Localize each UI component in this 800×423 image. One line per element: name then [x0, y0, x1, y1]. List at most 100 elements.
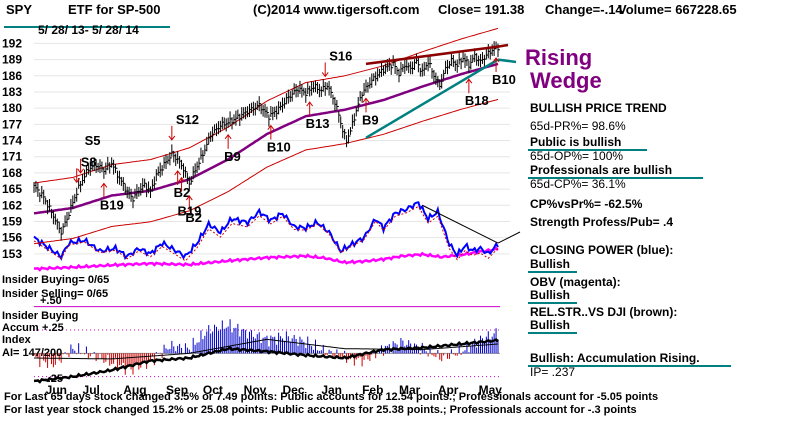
obv-line	[34, 246, 499, 272]
indicator-text: Bullish	[530, 318, 570, 332]
month-label: Oct	[203, 383, 223, 397]
insider-selling-label: Insider Selling= 0/65	[2, 288, 108, 300]
sell-arrow-head	[321, 72, 329, 78]
buy-arrow-head	[306, 101, 314, 107]
month-label: Jul	[83, 383, 100, 397]
y-tick-label: 189	[2, 53, 22, 67]
buy-signal-label: B19	[100, 197, 124, 212]
y-tick-label: 177	[2, 117, 22, 131]
plus25-label: +.25	[42, 322, 64, 334]
month-label: Nov	[244, 383, 267, 397]
y-tick-label: 171	[2, 150, 22, 164]
buy-signal-label: B10	[267, 140, 291, 155]
ma65-path	[33, 62, 499, 215]
buy-signal-label: B2	[185, 210, 202, 225]
buy-signal-label: B13	[306, 116, 330, 131]
month-label: Sep	[166, 383, 188, 397]
footer-line1: For Last 65 days stock changed 3.5% or 7…	[4, 391, 658, 403]
month-label: Jun	[46, 383, 67, 397]
month-label: Jan	[321, 383, 342, 397]
indicator-text: Professionals are bullish	[530, 163, 672, 177]
indicator-text: 65d-OP%= 100%	[530, 149, 623, 163]
y-tick-label: 186	[2, 69, 22, 83]
buy-arrow-head	[465, 78, 473, 84]
y-axis: 192 189 186 183 180 177 174 171 168 165 162 159 156 1…	[2, 36, 22, 260]
accum-label: Accum	[2, 322, 39, 334]
wedge-upper-extension	[497, 43, 509, 48]
grid-layer	[34, 42, 510, 255]
buy-signal-label: B19	[178, 204, 202, 219]
change-label: Change=-.14	[545, 2, 623, 17]
indicator-panel: BULLISH PRICE TREND 65d-PR%= 98.6% Public …	[528, 101, 731, 379]
y-tick-label: 183	[2, 85, 22, 99]
indicator-text: IP= .237	[530, 365, 575, 379]
footer-line2: For last year stock changed 15.2% or 25.…	[4, 404, 637, 416]
y-tick-label: 162	[2, 198, 22, 212]
lower-band-path	[33, 98, 499, 245]
sell-arrow-head	[77, 168, 84, 174]
wedge-lower-extension	[497, 58, 517, 64]
sell-arrow-head	[73, 178, 81, 184]
sell-signal-label: S12	[176, 112, 199, 127]
y-tick-label: 165	[2, 182, 22, 196]
annotation-rising: Rising	[525, 45, 592, 70]
insider-buying-label: Insider Buying= 0/65	[2, 274, 109, 286]
indicator-text: Bullish	[530, 288, 570, 302]
buy-signal-label: B18	[465, 93, 489, 108]
y-tick-label: 192	[2, 36, 22, 50]
wedge-lower-line	[365, 58, 499, 139]
ai-label: AI= 147/200	[2, 347, 62, 359]
plus50-label: +.50	[40, 295, 62, 307]
accumulation-panel	[33, 306, 500, 384]
buy-signal-label: B2	[174, 185, 191, 200]
buy-arrow-head	[174, 170, 182, 176]
symbol-label: SPY	[6, 2, 32, 17]
minus25-label: -.25	[44, 373, 63, 385]
buy-arrow-head	[492, 57, 500, 63]
indicator-text: Strength Profess/Pub= .4	[530, 215, 673, 229]
buy-signal-label: B9	[362, 112, 379, 127]
date-range-label: 5/ 28/ 13- 5/ 28/ 14	[38, 23, 139, 37]
buy-arrow-head	[178, 176, 185, 182]
buy-arrow-head	[100, 182, 108, 188]
indicator-text: 65d-CP%= 36.1%	[530, 177, 626, 191]
buy-arrow-head	[267, 124, 275, 130]
wedge-upper-line	[365, 45, 499, 66]
month-label: Apr	[438, 383, 459, 397]
month-label: Mar	[399, 383, 421, 397]
indicator-text: 65d-PR%= 98.6%	[530, 119, 626, 133]
month-label: Feb	[362, 383, 383, 397]
insider-buying2-label: Insider Buying	[2, 310, 78, 322]
cp-trend-extension	[497, 231, 521, 244]
indicator-text: Bullish: Accumulation Rising.	[530, 351, 700, 365]
cp-trend-line	[422, 204, 499, 244]
close-label: Close= 191.38	[438, 2, 524, 17]
ma65-line	[33, 62, 499, 215]
indicator-text: OBV (magenta):	[530, 275, 621, 289]
sell-arrow-head	[168, 135, 176, 141]
obv-path	[34, 246, 499, 272]
annotation-wedge: Wedge	[530, 68, 602, 93]
y-tick-label: 180	[2, 101, 22, 115]
month-label: Aug	[123, 383, 146, 397]
description-label: ETF for SP-500	[68, 2, 160, 17]
volume-label: Volume= 667228.65	[618, 2, 737, 17]
index-label: Index	[2, 334, 32, 346]
sell-signal-label: S8	[81, 154, 97, 169]
y-tick-label: 174	[2, 134, 22, 148]
indicator-text: BULLISH PRICE TREND	[530, 101, 667, 115]
indicator-text: Public is bullish	[530, 135, 621, 149]
sell-signal-label: S16	[329, 48, 352, 63]
y-tick-label: 156	[2, 231, 22, 245]
indicator-text: Bullish	[530, 257, 570, 271]
buy-arrow-head	[224, 134, 232, 140]
relstr-path	[33, 337, 499, 384]
month-label: Dec	[283, 383, 305, 397]
closing-power-line	[33, 201, 499, 262]
indicator-text: CP%vsPr%= -62.5%	[530, 197, 643, 211]
buy-arrow-head	[362, 97, 370, 103]
y-tick-label: 168	[2, 166, 22, 180]
